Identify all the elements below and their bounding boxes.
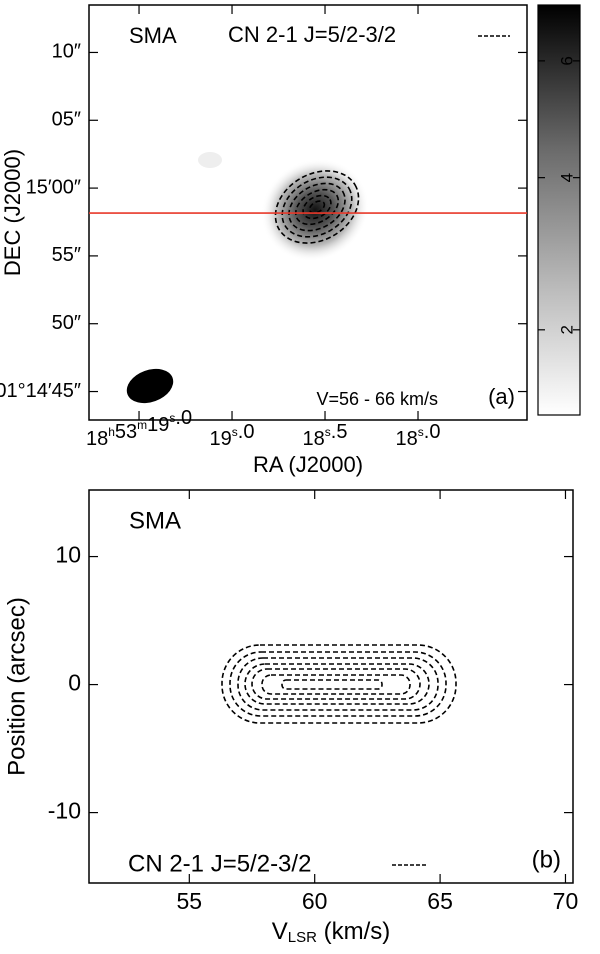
x-axis-title-part: LSR [288, 929, 317, 946]
panel-letter: (a) [488, 384, 515, 409]
y-tick-label: 55″ [52, 244, 81, 266]
x-axis-title: RA (J2000) [253, 452, 363, 477]
beam [126, 368, 174, 404]
x-tick-label: 19s.0 [210, 421, 255, 450]
panel-name: SMA [129, 23, 177, 48]
y-tick-label: 10 [55, 542, 81, 568]
y-axis-title: DEC (J2000) [0, 149, 25, 276]
colorbar-tick-label: 4 [557, 173, 576, 182]
colorbar-tick-label: 6 [557, 56, 576, 65]
x-tick-label: 70 [553, 888, 579, 914]
colorbar-tick-label: 2 [557, 325, 576, 334]
y-tick-label: 01°14′45″ [0, 380, 81, 402]
contours-b [221, 644, 457, 724]
x-tick-label: 65 [427, 888, 453, 914]
x-tick-label: 55 [177, 888, 203, 914]
x-axis-title-part: V [272, 918, 288, 945]
x-axis-title-part: (km/s) [317, 918, 390, 945]
plot-frame [88, 489, 574, 884]
x-tick-label: 18s.0 [396, 421, 441, 450]
x-tick-label: 60 [302, 888, 328, 914]
line-name: CN 2-1 J=5/2-3/2 [228, 22, 396, 47]
x-tick-label: 18h53m19s.0 [86, 407, 192, 450]
emission [198, 152, 369, 262]
contours-a [274, 170, 360, 244]
panel-name: SMA [129, 507, 181, 534]
line-name: CN 2-1 J=5/2-3/2 [128, 850, 311, 877]
y-tick-label: -10 [48, 798, 81, 824]
velocity-range: V=56 - 66 km/s [316, 389, 438, 409]
panel-letter: (b) [532, 846, 561, 873]
colorbar [537, 4, 581, 416]
x-tick-label: 18s.5 [303, 421, 348, 450]
y-axis-title: Position (arcsec) [3, 597, 30, 776]
y-tick-label: 0 [68, 670, 81, 696]
y-tick-label: 15′00″ [26, 176, 81, 198]
y-tick-label: 05″ [52, 109, 81, 131]
x-axis-title: VLSR (km/s) [272, 918, 391, 946]
y-tick-label: 50″ [52, 312, 81, 334]
y-tick-label: 10″ [52, 41, 81, 63]
